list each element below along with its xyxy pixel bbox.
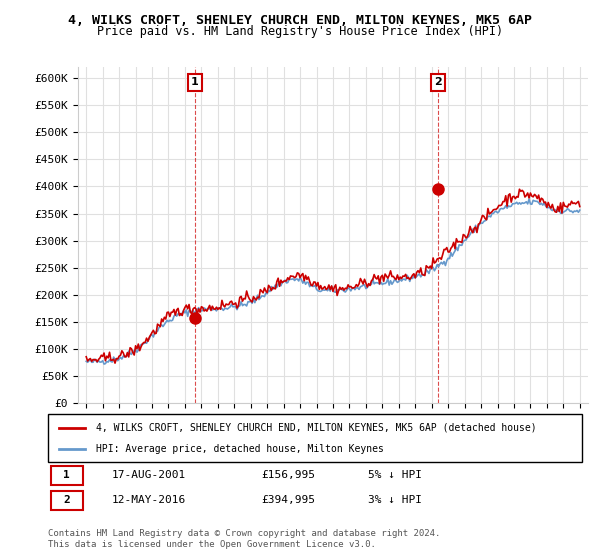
Text: 2: 2 — [64, 495, 70, 505]
Text: 17-AUG-2001: 17-AUG-2001 — [112, 470, 187, 480]
Text: HPI: Average price, detached house, Milton Keynes: HPI: Average price, detached house, Milt… — [96, 444, 384, 454]
Text: 2: 2 — [434, 77, 442, 87]
Text: £394,995: £394,995 — [262, 495, 316, 505]
Text: 3% ↓ HPI: 3% ↓ HPI — [368, 495, 422, 505]
Text: £156,995: £156,995 — [262, 470, 316, 480]
Text: Price paid vs. HM Land Registry's House Price Index (HPI): Price paid vs. HM Land Registry's House … — [97, 25, 503, 38]
Text: 4, WILKS CROFT, SHENLEY CHURCH END, MILTON KEYNES, MK5 6AP: 4, WILKS CROFT, SHENLEY CHURCH END, MILT… — [68, 14, 532, 27]
Text: 5% ↓ HPI: 5% ↓ HPI — [368, 470, 422, 480]
FancyBboxPatch shape — [50, 491, 83, 510]
FancyBboxPatch shape — [48, 414, 582, 462]
Text: 1: 1 — [64, 470, 70, 480]
Text: 12-MAY-2016: 12-MAY-2016 — [112, 495, 187, 505]
Text: Contains HM Land Registry data © Crown copyright and database right 2024.
This d: Contains HM Land Registry data © Crown c… — [48, 529, 440, 549]
Text: 4, WILKS CROFT, SHENLEY CHURCH END, MILTON KEYNES, MK5 6AP (detached house): 4, WILKS CROFT, SHENLEY CHURCH END, MILT… — [96, 423, 536, 433]
Text: 1: 1 — [191, 77, 199, 87]
FancyBboxPatch shape — [50, 465, 83, 484]
